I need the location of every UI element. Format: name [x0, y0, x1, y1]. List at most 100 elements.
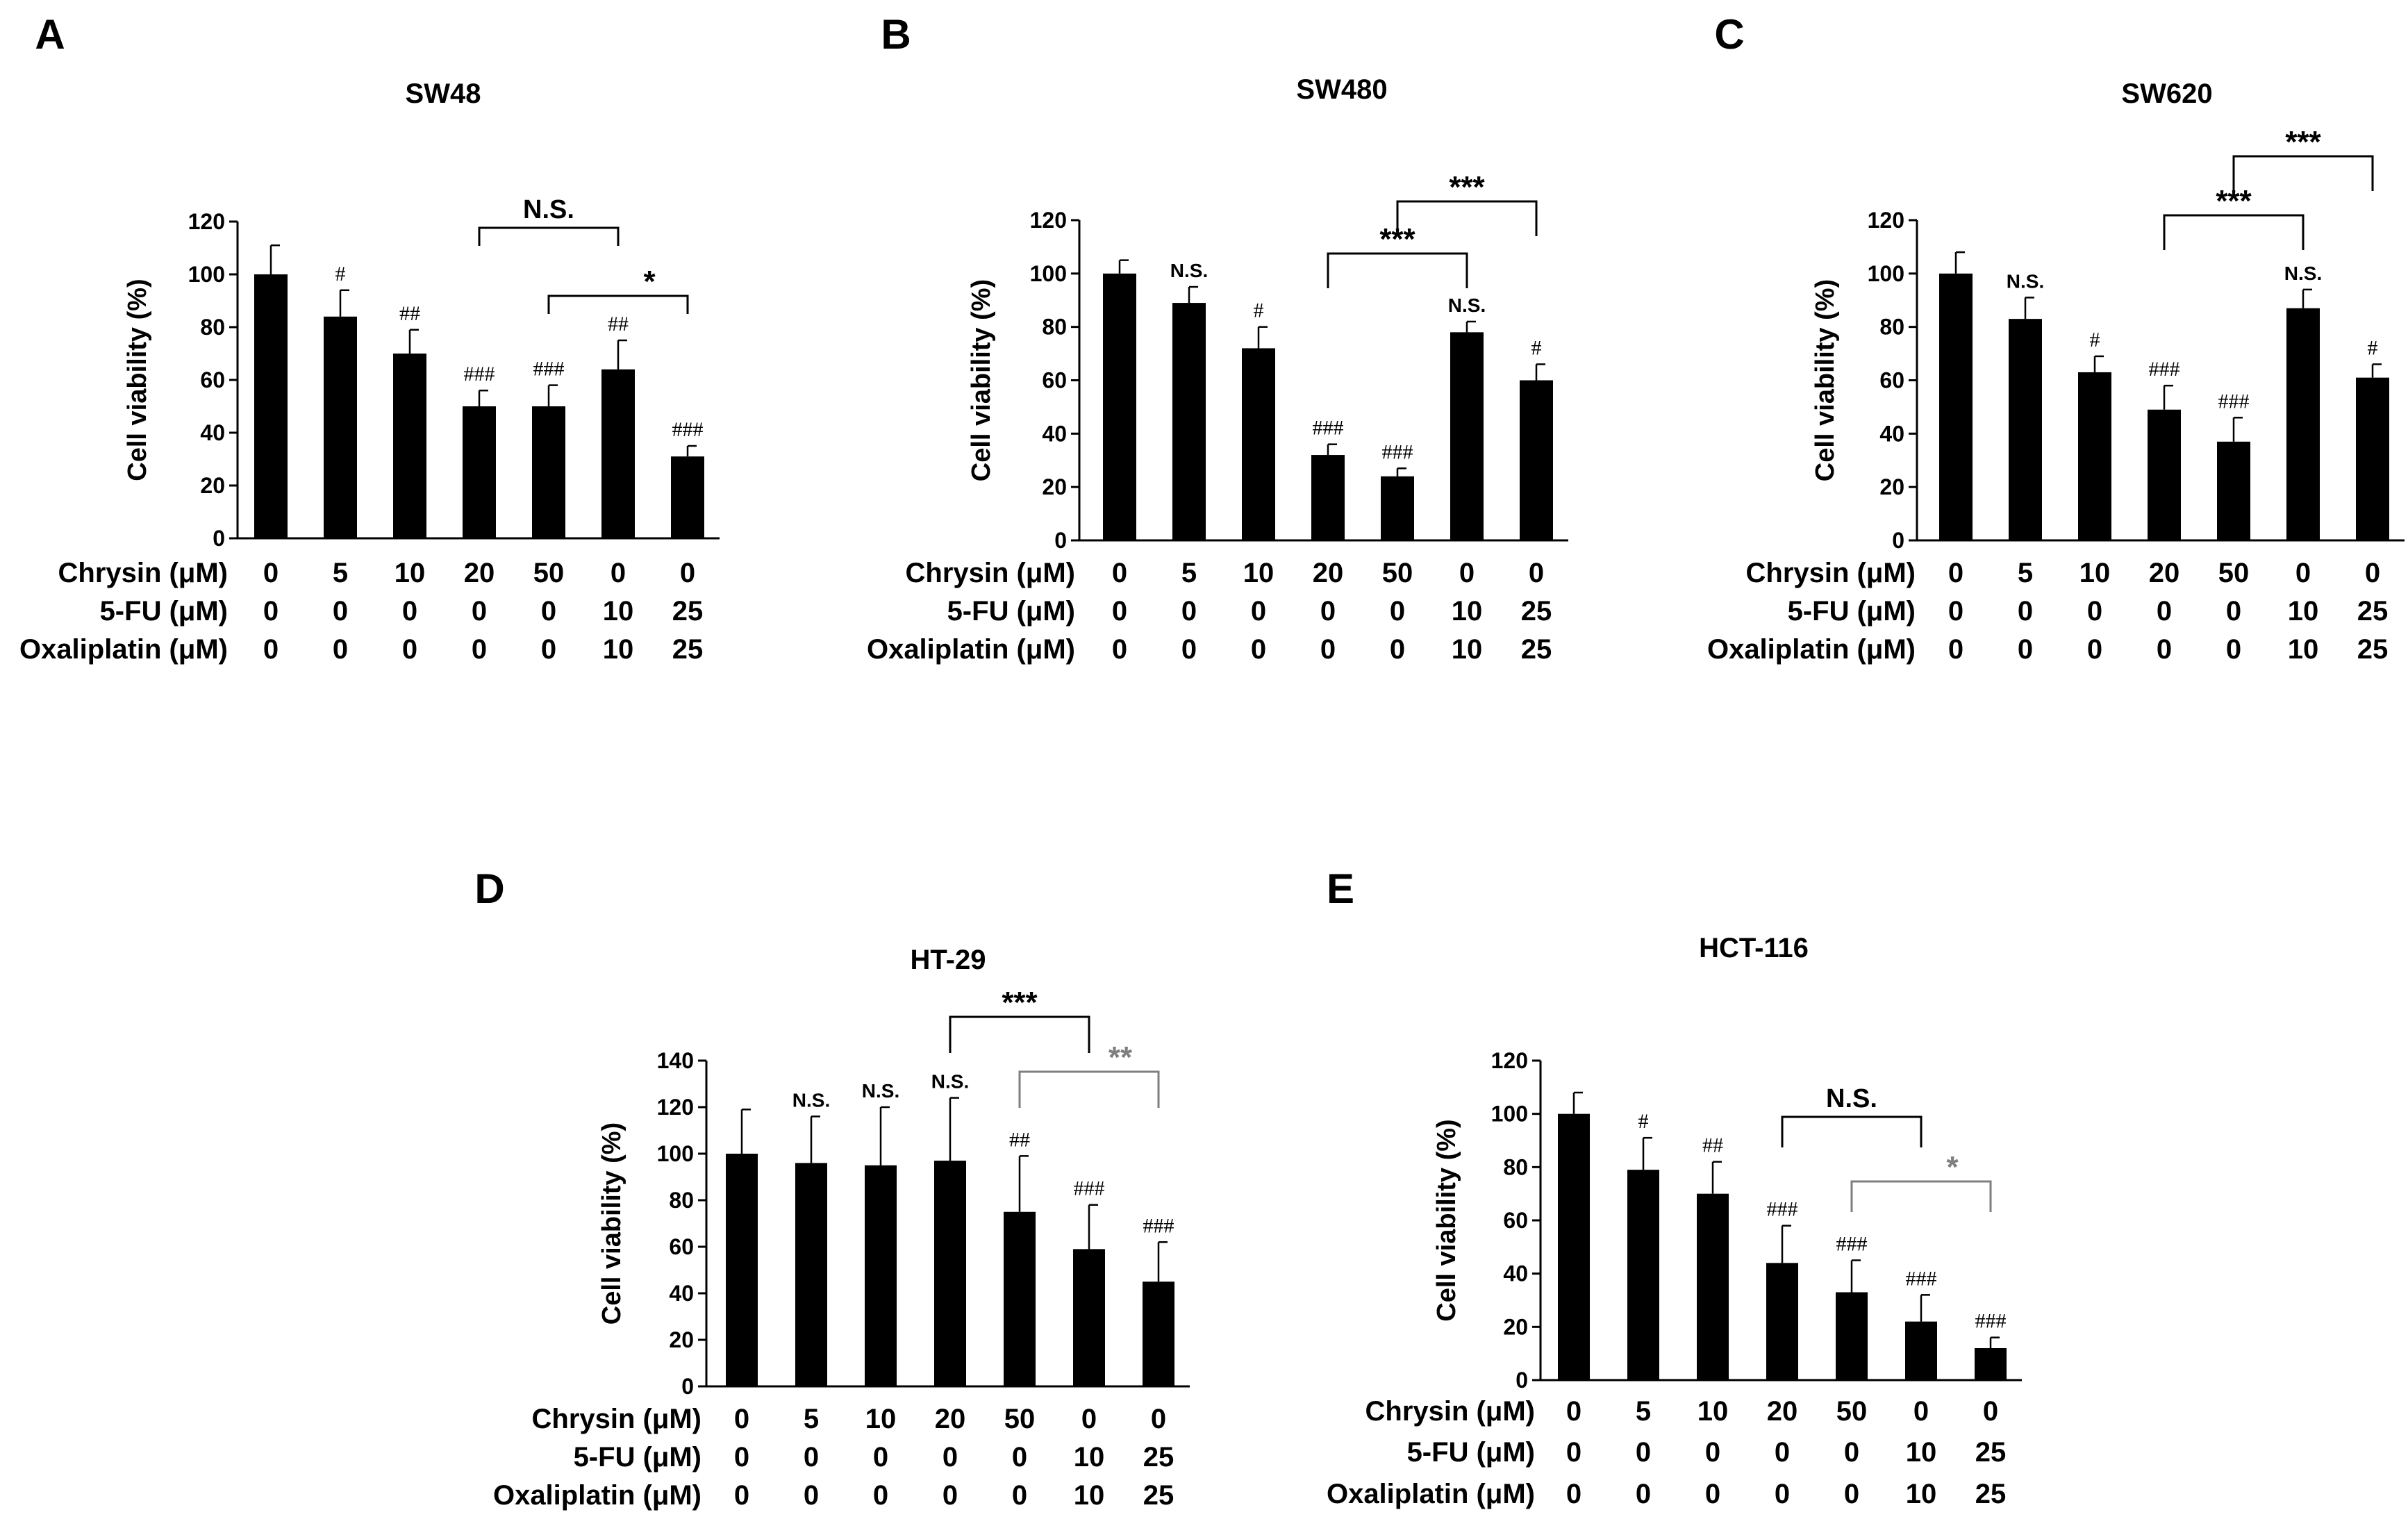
- comparison-bracket: [2232, 155, 2374, 191]
- chart-title: SW620: [2121, 78, 2212, 109]
- condition-value: 25: [2357, 596, 2389, 627]
- condition-value: 50: [2218, 558, 2250, 588]
- significance-annotation: ###: [1906, 1267, 1937, 1290]
- y-tick-label: 20: [1879, 474, 1904, 499]
- y-tick-label: 40: [200, 420, 225, 445]
- chart-title: HT-29: [911, 945, 986, 975]
- condition-value: 10: [2288, 634, 2319, 665]
- significance-annotation: ##: [608, 313, 629, 335]
- condition-value: 20: [464, 558, 495, 588]
- condition-value: 0: [2087, 634, 2102, 665]
- bar: [1103, 273, 1136, 540]
- condition-row-label: 5-FU (μM): [100, 596, 228, 627]
- condition-row-label: Chrysin (μM): [58, 558, 228, 588]
- comparison-bracket: [949, 1015, 1090, 1053]
- bracket-significance-label: **: [1108, 1040, 1133, 1074]
- y-axis-label: Cell viability (%): [967, 279, 996, 481]
- condition-value: 10: [395, 558, 426, 588]
- condition-value: 0: [734, 1442, 749, 1472]
- condition-value: 0: [1181, 634, 1197, 665]
- condition-value: 0: [1112, 596, 1127, 627]
- bracket-significance-label: *: [643, 265, 656, 299]
- bar: [1073, 1249, 1105, 1386]
- condition-value: 20: [1767, 1396, 1798, 1427]
- condition-value: 0: [1529, 558, 1544, 588]
- condition-value: 0: [2018, 596, 2033, 627]
- y-tick-label: 0: [1054, 528, 1067, 553]
- condition-value: 0: [1983, 1396, 1998, 1427]
- condition-value: 25: [672, 596, 704, 627]
- condition-value: 0: [943, 1442, 958, 1472]
- comparison-bracket: [1850, 1180, 1992, 1212]
- significance-annotation: ###: [1767, 1198, 1798, 1221]
- condition-value: 0: [873, 1480, 888, 1511]
- significance-annotation: ##: [399, 302, 420, 325]
- bracket-significance-label: N.S.: [1826, 1084, 1877, 1113]
- condition-value: 5: [1181, 558, 1197, 588]
- significance-annotation: N.S.: [1448, 294, 1486, 316]
- y-tick-label: 100: [1491, 1102, 1528, 1127]
- bar: [463, 406, 496, 538]
- y-tick-label: 120: [1030, 208, 1067, 233]
- y-tick-label: 40: [1879, 421, 1904, 446]
- condition-value: 0: [1566, 1479, 1581, 1509]
- condition-value: 0: [1390, 634, 1405, 665]
- condition-value: 0: [2226, 634, 2241, 665]
- y-tick-label: 0: [681, 1374, 694, 1399]
- condition-value: 25: [1143, 1480, 1174, 1511]
- chart-title: SW48: [406, 78, 481, 109]
- condition-value: 0: [1636, 1437, 1651, 1468]
- condition-row-label: Chrysin (μM): [1746, 558, 1916, 588]
- condition-row-label: 5-FU (μM): [1788, 596, 1916, 627]
- significance-annotation: ###: [1836, 1233, 1868, 1256]
- condition-row-label: Oxaliplatin (μM): [1707, 634, 1916, 665]
- bar: [2217, 441, 2250, 540]
- comparison-bracket: [547, 294, 689, 314]
- condition-value: 0: [1251, 596, 1266, 627]
- condition-value: 50: [533, 558, 565, 588]
- condition-value: 50: [1004, 1404, 1036, 1434]
- condition-value: 0: [1320, 596, 1336, 627]
- condition-row-label: Chrysin (μM): [1365, 1396, 1535, 1427]
- condition-value: 0: [472, 596, 487, 627]
- y-tick-label: 140: [657, 1048, 694, 1073]
- condition-value: 10: [603, 634, 634, 665]
- y-tick-label: 80: [1879, 315, 1904, 340]
- bar: [1172, 303, 1206, 540]
- condition-value: 0: [1081, 1404, 1097, 1434]
- condition-value: 0: [2157, 634, 2172, 665]
- y-tick-label: 0: [1516, 1368, 1528, 1393]
- condition-value: 0: [1566, 1396, 1581, 1427]
- bar: [1242, 348, 1275, 540]
- y-axis-label: Cell viability (%): [1811, 279, 1840, 481]
- significance-annotation: N.S.: [862, 1080, 899, 1102]
- y-axis-label: Cell viability (%): [123, 279, 152, 481]
- condition-value: 0: [402, 596, 417, 627]
- comparison-bracket: [2163, 214, 2305, 250]
- comparison-bracket: [478, 226, 620, 246]
- y-tick-label: 80: [1042, 315, 1067, 340]
- y-tick-label: 20: [1042, 474, 1067, 499]
- condition-value: 0: [1112, 558, 1127, 588]
- condition-value: 0: [1948, 596, 1963, 627]
- condition-value: 0: [804, 1442, 819, 1472]
- bar: [1558, 1113, 1590, 1380]
- y-tick-label: 100: [1030, 261, 1067, 286]
- condition-value: 0: [2018, 634, 2033, 665]
- y-tick-label: 80: [669, 1188, 694, 1213]
- condition-value: 0: [734, 1480, 749, 1511]
- comparison-bracket: [1018, 1070, 1160, 1108]
- condition-value: 0: [402, 634, 417, 665]
- panel-label: C: [1714, 11, 1744, 58]
- significance-annotation: #: [335, 263, 346, 285]
- condition-value: 25: [1521, 596, 1552, 627]
- condition-value: 0: [680, 558, 695, 588]
- condition-value: 10: [603, 596, 634, 627]
- condition-value: 25: [1143, 1442, 1174, 1472]
- bar: [1766, 1263, 1798, 1380]
- significance-annotation: N.S.: [1170, 260, 1208, 281]
